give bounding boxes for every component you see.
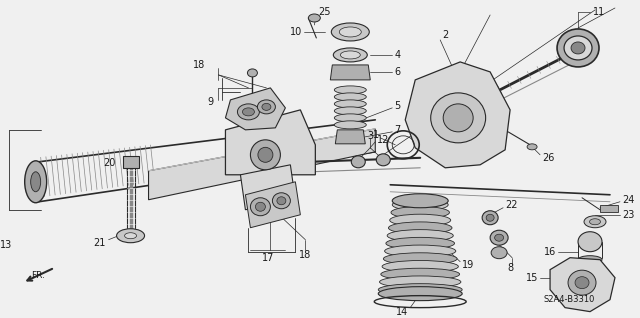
- Ellipse shape: [381, 268, 460, 280]
- Ellipse shape: [237, 104, 259, 120]
- Text: 5: 5: [394, 101, 401, 111]
- Polygon shape: [330, 65, 371, 80]
- Text: 7: 7: [394, 125, 401, 135]
- Ellipse shape: [392, 194, 448, 208]
- Ellipse shape: [250, 140, 280, 170]
- Ellipse shape: [334, 121, 366, 129]
- Ellipse shape: [491, 247, 507, 259]
- Ellipse shape: [383, 253, 457, 265]
- Text: 26: 26: [542, 153, 554, 163]
- Text: 23: 23: [622, 210, 634, 220]
- Ellipse shape: [431, 93, 486, 143]
- Text: 18: 18: [300, 250, 312, 260]
- Ellipse shape: [262, 103, 271, 110]
- Ellipse shape: [382, 260, 458, 273]
- Ellipse shape: [333, 48, 367, 62]
- Text: 16: 16: [544, 247, 556, 257]
- Text: 24: 24: [622, 195, 634, 205]
- Polygon shape: [225, 110, 316, 175]
- Ellipse shape: [390, 214, 451, 226]
- Ellipse shape: [334, 93, 366, 101]
- Text: 3: 3: [367, 131, 373, 141]
- Text: 8: 8: [507, 263, 513, 273]
- Ellipse shape: [334, 100, 366, 108]
- Ellipse shape: [334, 114, 366, 122]
- Ellipse shape: [258, 147, 273, 162]
- Text: 10: 10: [290, 27, 302, 37]
- Ellipse shape: [340, 51, 360, 59]
- Text: 2: 2: [442, 30, 449, 40]
- Polygon shape: [405, 62, 510, 168]
- Ellipse shape: [339, 27, 362, 37]
- Ellipse shape: [482, 211, 498, 225]
- Bar: [600, 205, 618, 212]
- Text: 6: 6: [394, 67, 401, 77]
- Ellipse shape: [31, 172, 41, 192]
- Ellipse shape: [568, 270, 596, 295]
- Text: 14: 14: [396, 307, 408, 317]
- Text: 4: 4: [394, 50, 401, 60]
- Text: 21: 21: [93, 238, 106, 248]
- Ellipse shape: [25, 161, 47, 203]
- Ellipse shape: [385, 245, 456, 257]
- Ellipse shape: [557, 29, 599, 67]
- Text: 13: 13: [0, 240, 12, 250]
- Ellipse shape: [273, 193, 291, 209]
- Ellipse shape: [255, 202, 266, 211]
- Ellipse shape: [386, 237, 454, 249]
- Text: FR.: FR.: [31, 271, 45, 280]
- Ellipse shape: [334, 86, 366, 94]
- Text: S2A4-B3310: S2A4-B3310: [543, 295, 595, 304]
- Ellipse shape: [495, 234, 504, 241]
- Ellipse shape: [250, 198, 270, 216]
- Ellipse shape: [277, 197, 286, 205]
- Text: 19: 19: [462, 260, 474, 270]
- Ellipse shape: [589, 219, 600, 225]
- Polygon shape: [550, 258, 615, 312]
- Text: 25: 25: [318, 7, 331, 17]
- Ellipse shape: [116, 229, 145, 243]
- Ellipse shape: [378, 284, 462, 296]
- Ellipse shape: [527, 144, 537, 150]
- Ellipse shape: [351, 156, 365, 168]
- Ellipse shape: [578, 232, 602, 252]
- Polygon shape: [148, 129, 375, 200]
- Ellipse shape: [334, 107, 366, 115]
- Bar: [123, 156, 138, 168]
- Polygon shape: [335, 130, 365, 144]
- Polygon shape: [241, 165, 296, 210]
- Text: 17: 17: [262, 253, 275, 263]
- Ellipse shape: [392, 199, 448, 211]
- Text: 15: 15: [525, 273, 538, 283]
- Ellipse shape: [571, 42, 585, 54]
- Text: 9: 9: [207, 97, 214, 107]
- Ellipse shape: [564, 36, 592, 60]
- Ellipse shape: [575, 277, 589, 289]
- Text: 1: 1: [373, 130, 380, 140]
- Ellipse shape: [387, 230, 453, 242]
- Ellipse shape: [376, 154, 390, 166]
- Ellipse shape: [578, 256, 602, 264]
- Ellipse shape: [486, 214, 494, 221]
- Ellipse shape: [308, 14, 321, 22]
- Text: 11: 11: [593, 7, 605, 17]
- Polygon shape: [225, 88, 285, 130]
- Text: 20: 20: [103, 158, 116, 168]
- Ellipse shape: [490, 230, 508, 245]
- Ellipse shape: [248, 69, 257, 77]
- Ellipse shape: [378, 287, 462, 301]
- Ellipse shape: [257, 100, 275, 114]
- Ellipse shape: [391, 206, 449, 218]
- Ellipse shape: [443, 104, 473, 132]
- Ellipse shape: [125, 233, 136, 239]
- Text: 22: 22: [505, 200, 518, 210]
- Ellipse shape: [380, 276, 461, 288]
- Ellipse shape: [243, 108, 255, 116]
- Ellipse shape: [388, 222, 452, 234]
- Ellipse shape: [332, 23, 369, 41]
- Polygon shape: [245, 182, 300, 228]
- Text: 12: 12: [377, 135, 390, 145]
- Ellipse shape: [584, 216, 606, 228]
- Text: 18: 18: [193, 60, 205, 70]
